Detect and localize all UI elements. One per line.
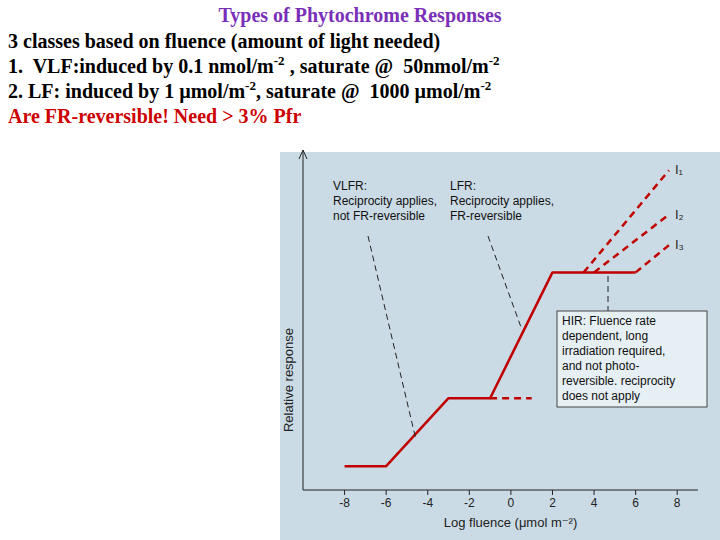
x-tick: [427, 490, 428, 495]
x-tick-label: -2: [464, 496, 475, 510]
annotation-text: dependent, long: [562, 329, 648, 343]
x-axis: [303, 490, 698, 491]
series-line: [490, 397, 532, 400]
x-tick-label: 2: [549, 496, 556, 510]
annotation-text: and not photo-: [562, 359, 639, 373]
slide: Types of Phytochrome Responses 3 classes …: [0, 0, 720, 540]
slide-background: [0, 0, 720, 540]
figure-background: [280, 152, 720, 540]
x-tick-label: -4: [422, 496, 433, 510]
leader-line: [488, 236, 522, 330]
superscript: -2: [245, 78, 256, 93]
x-tick-label: -8: [339, 496, 350, 510]
series-label: I₃: [675, 237, 684, 252]
x-tick-label: 4: [591, 496, 598, 510]
x-tick: [386, 490, 387, 495]
annotation-text: does not apply: [562, 389, 640, 403]
annotation-text: irradiation required,: [562, 344, 665, 358]
x-tick: [469, 490, 470, 495]
annotation-text: FR-reversible: [450, 209, 522, 223]
superscript: -2: [274, 53, 285, 68]
y-axis-arrow: [299, 150, 307, 159]
x-axis-label: Log fluence (μmol m⁻²): [444, 515, 578, 530]
annotation-text: not FR-reversible: [333, 209, 425, 223]
x-tick-label: 6: [632, 496, 639, 510]
text-run: 2. LF: induced by 1 µmol/m: [8, 80, 245, 103]
series-line: [584, 170, 669, 272]
series-label: I₂: [675, 207, 684, 222]
text-run: 3 classes based on fluence (amount of li…: [8, 30, 440, 53]
x-tick: [344, 490, 345, 495]
text-run: , saturate @ 50nmol/m: [285, 55, 489, 78]
superscript: -2: [481, 78, 492, 93]
annotation-box: [557, 311, 707, 407]
annotation-text: LFR:: [450, 179, 476, 193]
series-label: I₁: [675, 162, 684, 177]
x-tick-label: 0: [508, 496, 515, 510]
slide-line: 3 classes based on fluence (amount of li…: [8, 30, 440, 53]
annotation-text: VLFR:: [333, 179, 367, 193]
x-tick: [677, 490, 678, 495]
x-tick-label: 8: [674, 496, 681, 510]
x-tick: [552, 490, 553, 495]
y-axis-label: Relative response: [281, 328, 296, 432]
series-line: [594, 215, 669, 273]
text-run: Are FR-reversible! Need > 3% Pfr: [8, 105, 301, 127]
slide-line: 1. VLF:induced by 0.1 nmol/m-2 , saturat…: [8, 53, 500, 78]
x-tick: [510, 490, 511, 495]
annotation-text: Reciprocity applies,: [333, 194, 437, 208]
slide-title: Types of Phytochrome Responses: [218, 4, 501, 27]
leader-line: [368, 236, 416, 440]
slide-line: 2. LF: induced by 1 µmol/m-2, saturate @…: [8, 78, 491, 103]
leader-line: [608, 276, 609, 312]
annotation-text: Reciprocity applies,: [450, 194, 554, 208]
x-tick: [635, 490, 636, 495]
series-line: [636, 245, 669, 272]
annotation-text: HIR: Fluence rate: [562, 314, 656, 328]
x-tick-label: -6: [381, 496, 392, 510]
text-run: 1. VLF:induced by 0.1 nmol/m: [8, 55, 274, 78]
superscript: -2: [489, 53, 500, 68]
annotation-text: reversible. reciprocity: [562, 374, 675, 388]
y-axis: [303, 150, 304, 490]
slide-note: Are FR-reversible! Need > 3% Pfr: [8, 105, 301, 127]
x-tick: [594, 490, 595, 495]
text-run: , saturate @ 1000 µmol/m: [256, 80, 481, 103]
